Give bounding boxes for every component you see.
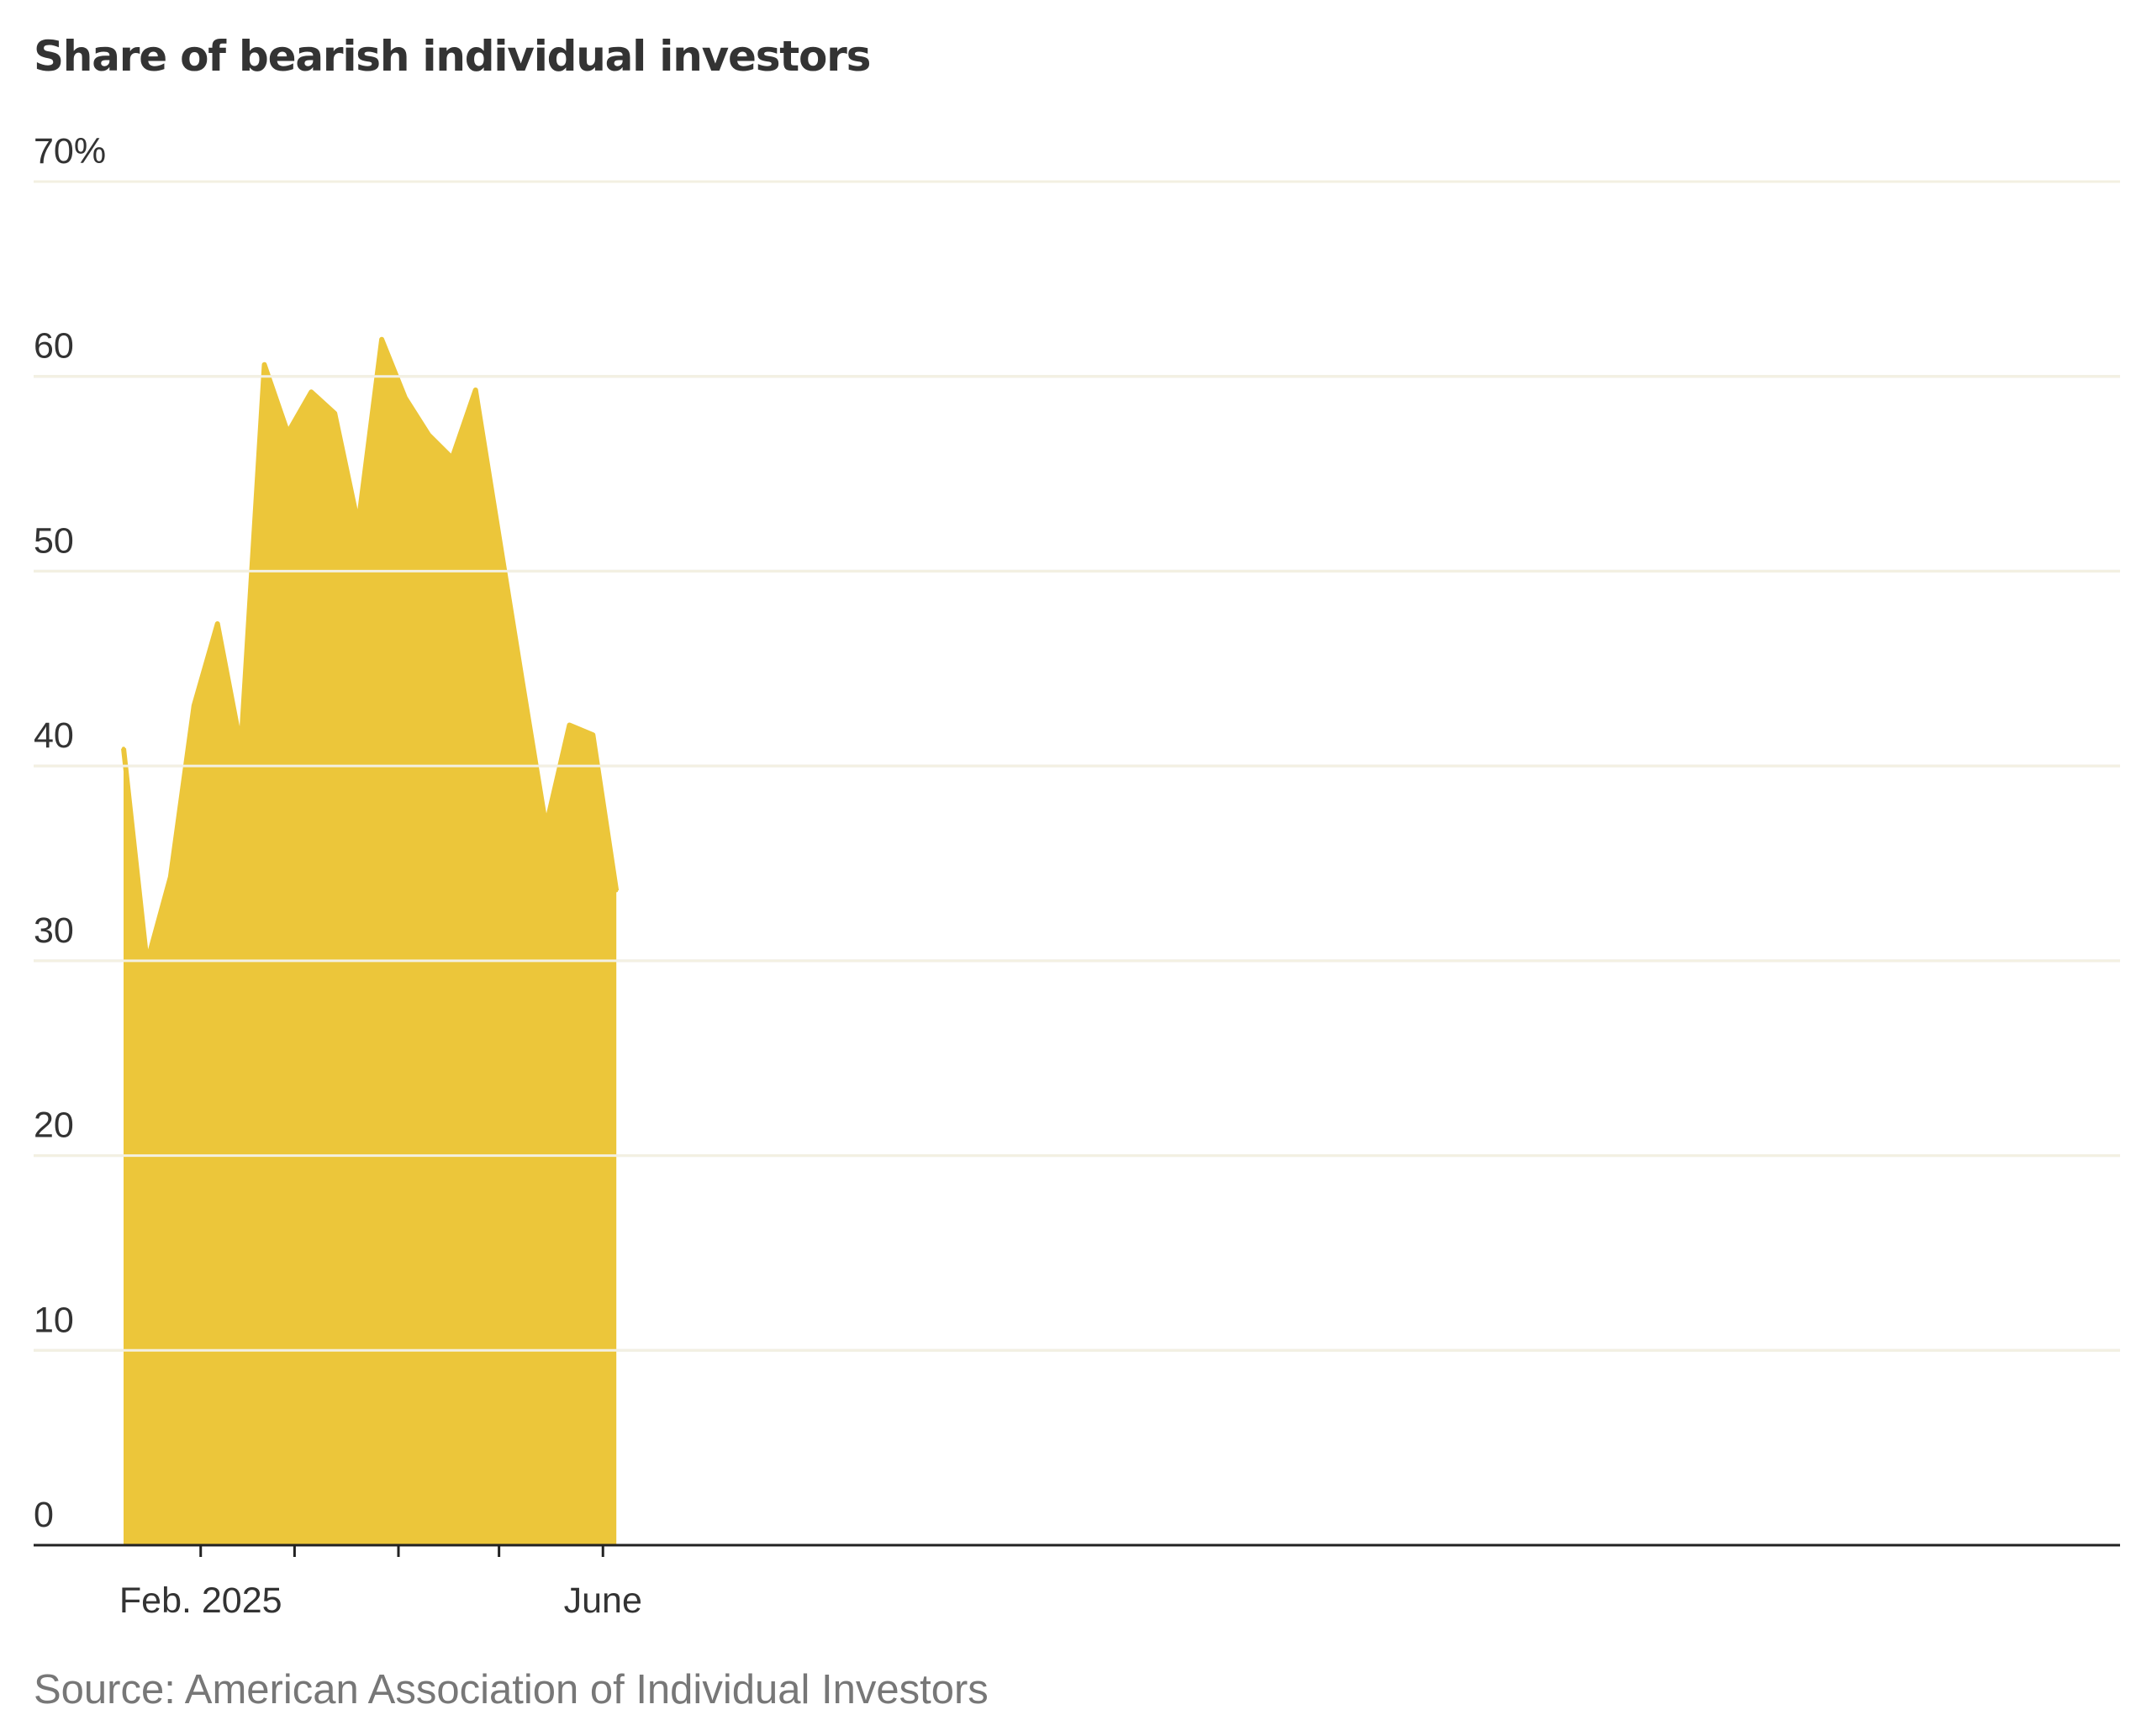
x-axis [34, 1543, 2120, 1557]
y-gridlines-overlay [34, 180, 2120, 1352]
x-tick-labels: Feb. 2025 June [119, 1580, 642, 1621]
data-point-2025-05-01 [497, 534, 501, 538]
y-tick-label: 0 [34, 1495, 54, 1535]
source-note: Source: American Association of Individu… [34, 1667, 989, 1712]
y-tick-label: 50 [34, 520, 74, 561]
data-point-2025-05-08 [520, 680, 525, 684]
y-tick-label: 70% [34, 131, 106, 171]
data-point-2025-02-13 [239, 745, 243, 748]
x-tick-label: June [564, 1580, 642, 1621]
data-point-2025-01-23 [168, 875, 172, 879]
data-point-2025-06-05 [614, 889, 619, 893]
data-point-2025-05-15 [544, 825, 548, 828]
data-point-2025-04-10 [426, 433, 430, 437]
data-point-2025-02-27 [286, 430, 290, 435]
y-tick-label: 60 [34, 326, 74, 367]
data-point-2025-03-13 [333, 411, 337, 415]
data-point-2025-04-24 [473, 388, 477, 392]
data-point-2025-04-17 [450, 456, 454, 460]
area-series [121, 336, 620, 1546]
data-point-2025-03-06 [309, 390, 314, 394]
x-tick-label: Feb. 2025 [119, 1580, 282, 1621]
data-point-2025-05-29 [591, 733, 595, 737]
y-tick-labels: 0 10 20 30 40 50 60 70% [34, 131, 106, 1535]
data-point-2025-02-06 [215, 622, 219, 625]
data-point-2025-03-27 [380, 337, 384, 341]
data-point-2025-04-03 [404, 396, 407, 400]
area-fill [124, 339, 617, 1546]
data-point-2025-01-09 [122, 747, 125, 751]
y-tick-label: 30 [34, 910, 74, 951]
y-tick-label: 40 [34, 715, 74, 756]
chart-title: Share of bearish individual investors [34, 32, 871, 81]
data-point-2025-03-20 [356, 522, 361, 526]
data-point-2025-02-20 [262, 362, 266, 367]
data-point-2025-01-30 [192, 704, 196, 708]
y-tick-label: 10 [34, 1300, 74, 1340]
area-outline [121, 336, 620, 966]
y-tick-label: 20 [34, 1105, 74, 1146]
data-point-2025-05-22 [567, 723, 572, 727]
